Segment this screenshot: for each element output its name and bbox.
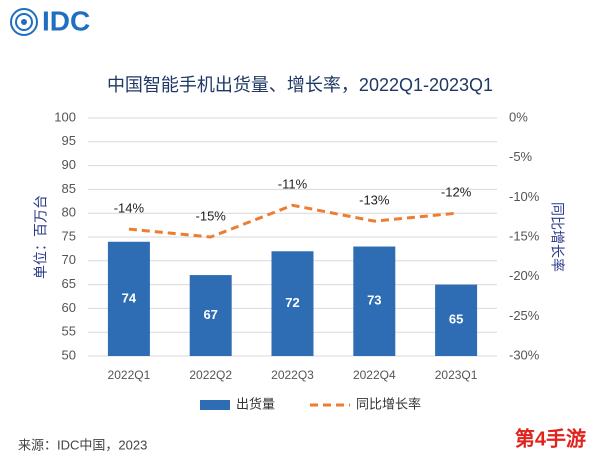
y-tick-label: 95 xyxy=(62,133,76,148)
y-tick-label: 80 xyxy=(62,205,76,220)
y-tick-label: 65 xyxy=(62,276,76,291)
bar xyxy=(353,246,396,356)
bar-label: 74 xyxy=(122,290,137,305)
line-label: -15% xyxy=(196,208,227,223)
line-label: -14% xyxy=(114,201,145,216)
watermark: 第4手游 xyxy=(515,426,586,450)
y-axis-label: 单位：百万台 xyxy=(33,195,49,279)
bar xyxy=(435,284,478,356)
bar xyxy=(189,275,232,356)
x-tick-label: 2022Q4 xyxy=(353,368,396,382)
x-tick-label: 2022Q1 xyxy=(108,368,151,382)
x-tick-label: 2023Q1 xyxy=(435,368,478,382)
y2-tick-label: -20% xyxy=(509,268,540,283)
y2-tick-label: -15% xyxy=(509,228,540,243)
legend-swatch xyxy=(200,400,230,410)
line-label: -11% xyxy=(278,177,308,192)
y-tick-label: 50 xyxy=(62,347,76,362)
y-tick-label: 70 xyxy=(62,252,76,267)
bar-label: 72 xyxy=(285,295,299,310)
chart-title: 中国智能手机出货量、增长率，2022Q1-2023Q1 xyxy=(107,75,493,95)
legend-label: 出货量 xyxy=(236,396,275,411)
bar xyxy=(107,241,150,356)
logo: IDC xyxy=(42,5,90,36)
source: 来源：IDC中国，2023 xyxy=(18,437,147,452)
bar-label: 67 xyxy=(203,307,217,322)
y2-tick-label: 0% xyxy=(509,109,528,124)
y2-tick-label: -10% xyxy=(509,189,540,204)
line xyxy=(128,203,457,239)
y2-axis-label: 同比增长率 xyxy=(549,202,565,272)
x-tick-label: 2022Q3 xyxy=(271,368,314,382)
line-label: -13% xyxy=(359,193,390,208)
y-tick-label: 100 xyxy=(54,109,76,124)
y2-tick-label: -30% xyxy=(509,347,540,362)
y-tick-label: 75 xyxy=(62,228,76,243)
y-tick-label: 60 xyxy=(62,300,76,315)
bar-label: 73 xyxy=(367,293,381,308)
bar xyxy=(271,251,314,356)
x-tick-label: 2022Q2 xyxy=(189,368,232,382)
y-tick-label: 55 xyxy=(62,324,76,339)
y-tick-label: 85 xyxy=(62,181,76,196)
line-label: -12% xyxy=(441,185,472,200)
legend-label: 同比增长率 xyxy=(356,396,421,411)
bar-label: 65 xyxy=(449,312,463,327)
logo-icon xyxy=(10,8,38,36)
y2-tick-label: -25% xyxy=(509,308,540,323)
y2-tick-label: -5% xyxy=(509,149,533,164)
y-tick-label: 90 xyxy=(62,157,76,172)
